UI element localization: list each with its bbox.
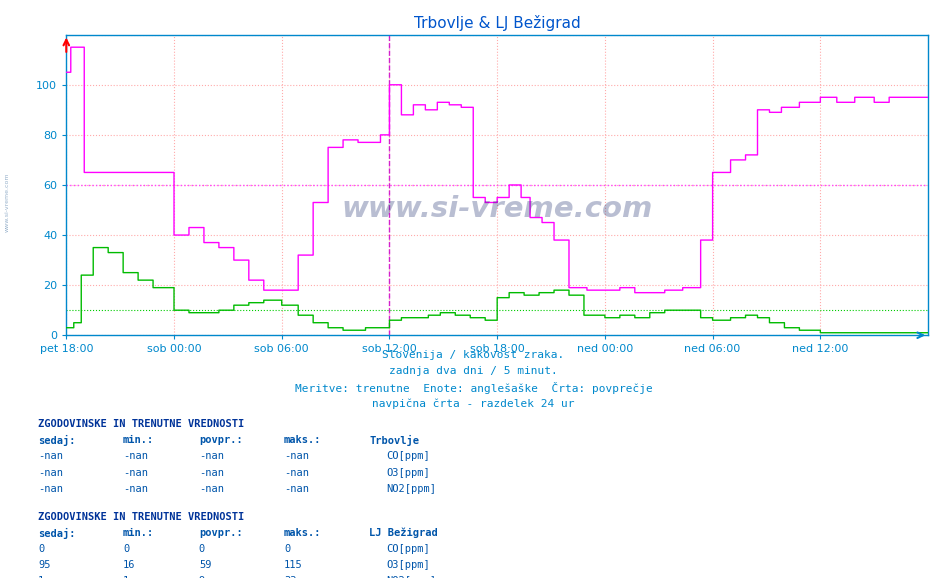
Text: NO2[ppm]: NO2[ppm] [386,484,437,494]
Text: 1: 1 [123,576,130,578]
Text: 59: 59 [199,560,211,570]
Text: maks.:: maks.: [284,528,322,538]
Text: -nan: -nan [284,451,309,461]
Text: LJ Bežigrad: LJ Bežigrad [369,528,438,538]
Text: 0: 0 [123,544,130,554]
Text: CO[ppm]: CO[ppm] [386,451,430,461]
Text: 33: 33 [284,576,296,578]
Text: -nan: -nan [38,484,63,494]
Text: -nan: -nan [284,468,309,477]
Text: -nan: -nan [284,484,309,494]
Text: CO[ppm]: CO[ppm] [386,544,430,554]
Text: 9: 9 [199,576,205,578]
Text: 0: 0 [38,544,45,554]
Text: O3[ppm]: O3[ppm] [386,468,430,477]
Text: ZGODOVINSKE IN TRENUTNE VREDNOSTI: ZGODOVINSKE IN TRENUTNE VREDNOSTI [38,419,244,429]
Text: 115: 115 [284,560,303,570]
Text: -nan: -nan [123,451,148,461]
Text: -nan: -nan [123,468,148,477]
Text: 1: 1 [38,576,45,578]
Text: -nan: -nan [38,451,63,461]
Text: sedaj:: sedaj: [38,528,76,539]
Text: min.:: min.: [123,435,154,445]
Text: povpr.:: povpr.: [199,528,242,538]
Text: maks.:: maks.: [284,435,322,445]
Text: -nan: -nan [38,468,63,477]
Text: Trbovlje: Trbovlje [369,435,420,446]
Text: 0: 0 [284,544,291,554]
Text: Slovenija / kakovost zraka.: Slovenija / kakovost zraka. [383,350,564,360]
Title: Trbovlje & LJ Bežigrad: Trbovlje & LJ Bežigrad [414,14,581,31]
Text: 16: 16 [123,560,135,570]
Text: -nan: -nan [199,451,223,461]
Text: povpr.:: povpr.: [199,435,242,445]
Text: -nan: -nan [199,484,223,494]
Text: NO2[ppm]: NO2[ppm] [386,576,437,578]
Text: 0: 0 [199,544,205,554]
Text: -nan: -nan [123,484,148,494]
Text: min.:: min.: [123,528,154,538]
Text: ZGODOVINSKE IN TRENUTNE VREDNOSTI: ZGODOVINSKE IN TRENUTNE VREDNOSTI [38,512,244,521]
Text: zadnja dva dni / 5 minut.: zadnja dva dni / 5 minut. [389,366,558,376]
Text: www.si-vreme.com: www.si-vreme.com [342,195,652,223]
Text: Meritve: trenutne  Enote: anglešaške  Črta: povprečje: Meritve: trenutne Enote: anglešaške Črta… [295,382,652,394]
Text: O3[ppm]: O3[ppm] [386,560,430,570]
Text: -nan: -nan [199,468,223,477]
Text: navpična črta - razdelek 24 ur: navpična črta - razdelek 24 ur [372,398,575,409]
Text: 95: 95 [38,560,50,570]
Text: sedaj:: sedaj: [38,435,76,446]
Text: www.si-vreme.com: www.si-vreme.com [5,173,9,232]
